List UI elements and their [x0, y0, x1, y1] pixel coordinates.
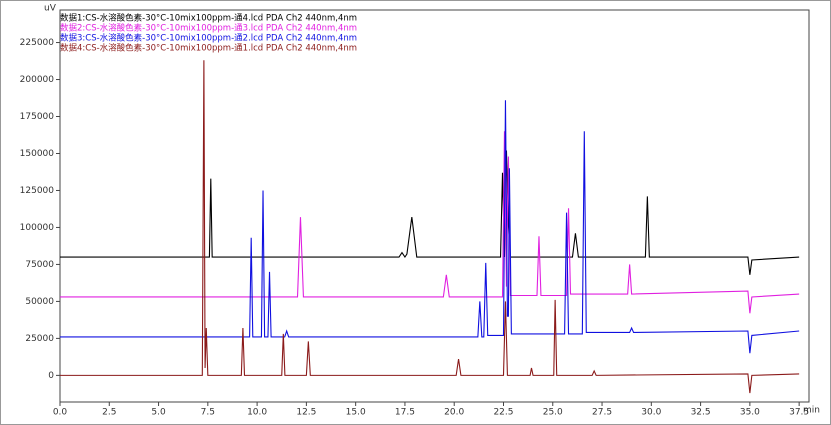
- trace: [60, 131, 800, 314]
- plot-area: [59, 9, 810, 403]
- x-tick-label: 0.0: [53, 408, 68, 418]
- x-tick-label: 32.5: [691, 408, 711, 418]
- x-tick-label: 2.5: [102, 408, 116, 418]
- y-tick-label: 75000: [25, 260, 54, 270]
- x-axis-label: min: [803, 406, 820, 416]
- x-tick-label: 25.0: [543, 408, 563, 418]
- x-tick-label: 15.0: [346, 408, 366, 418]
- x-tick-label: 20.0: [444, 408, 464, 418]
- y-tick-label: 0: [48, 371, 54, 381]
- x-tick-label: 7.5: [201, 408, 215, 418]
- y-tick-label: 125000: [20, 186, 55, 196]
- legend-entry: 数据3:CS-水溶酸色素-30°C-10mix100ppm-通2.lcd PDA…: [60, 33, 357, 44]
- x-tick-label: 30.0: [641, 408, 661, 418]
- x-tick-label: 37.5: [789, 408, 809, 418]
- y-tick-label: 100000: [20, 223, 55, 233]
- y-tick-label: 150000: [20, 149, 55, 159]
- y-tick-label: 175000: [20, 112, 55, 122]
- x-tick-label: 22.5: [493, 408, 513, 418]
- y-tick-label: 25000: [25, 334, 54, 344]
- x-tick-label: 12.5: [296, 408, 316, 418]
- legend-entry: 数据2:CS-水溶酸色素-30°C-10mix100ppm-通3.lcd PDA…: [60, 23, 357, 34]
- legend-entry: 数据1:CS-水溶酸色素-30°C-10mix100ppm-通4.lcd PDA…: [60, 13, 357, 24]
- x-tick-label: 10.0: [247, 408, 267, 418]
- x-tick-label: 35.0: [740, 408, 760, 418]
- legend-entry: 数据4:CS-水溶酸色素-30°C-10mix100ppm-通1.lcd PDA…: [60, 43, 357, 54]
- y-axis-label: uV: [44, 4, 57, 14]
- x-tick-label: 27.5: [592, 408, 612, 418]
- y-tick-label: 50000: [25, 297, 54, 307]
- y-tick-label: 225000: [20, 38, 55, 48]
- trace: [60, 60, 800, 394]
- trace: [60, 100, 800, 354]
- y-tick-label: 200000: [20, 75, 55, 85]
- x-tick-label: 5.0: [151, 408, 166, 418]
- x-tick-label: 17.5: [395, 408, 415, 418]
